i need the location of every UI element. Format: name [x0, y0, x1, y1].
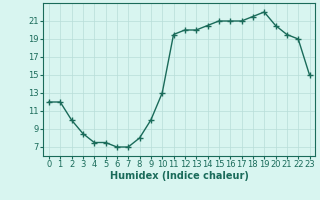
X-axis label: Humidex (Indice chaleur): Humidex (Indice chaleur): [110, 171, 249, 181]
